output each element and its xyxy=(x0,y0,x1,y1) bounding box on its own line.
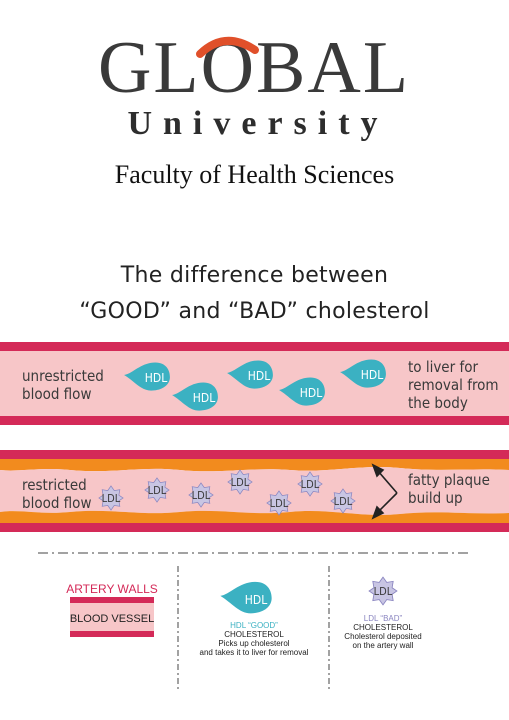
svg-text:LDL: LDL xyxy=(334,495,353,508)
artery-wall-top xyxy=(0,342,509,351)
ldl-particle: LDL xyxy=(331,489,355,513)
ldl-particle: LDL xyxy=(145,478,169,502)
svg-text:HDL: HDL xyxy=(193,391,215,405)
svg-text:LDL: LDL xyxy=(102,492,121,505)
ldl-particle: LDL xyxy=(99,486,123,510)
legend-hdl: HDL HDL “GOOD” CHOLESTEROL Picks up chol… xyxy=(200,582,309,657)
svg-text:HDL: HDL xyxy=(145,371,167,385)
legend-artery-walls: ARTERY WALLS xyxy=(66,582,158,596)
faculty-title: Faculty of Health Sciences xyxy=(0,160,509,190)
legend-ldl: LDL LDL “BAD” CHOLESTEROL Cholesterol de… xyxy=(344,577,421,650)
university-logo: GLOBAL University xyxy=(0,22,509,142)
headline-line-1: The difference between xyxy=(0,258,509,294)
svg-text:HDL: HDL xyxy=(248,369,270,383)
ldl-particle: LDL xyxy=(298,472,322,496)
plaque-top xyxy=(0,459,509,471)
svg-text:Picks up cholesterol: Picks up cholesterol xyxy=(218,639,289,648)
svg-text:and takes it to liver for remo: and takes it to liver for removal xyxy=(200,648,309,657)
svg-text:LDL: LDL xyxy=(374,585,393,598)
logo-subtitle: University xyxy=(127,105,388,142)
headline: The difference between “GOOD” and “BAD” … xyxy=(0,258,509,330)
legend-blood-vessel: BLOOD VESSEL xyxy=(70,613,154,625)
hdl-vessel: unrestricted blood flow to liver for rem… xyxy=(0,342,509,425)
ldl-particle: LDL xyxy=(189,483,213,507)
artery-wall-top xyxy=(0,450,509,459)
artery-wall-bottom xyxy=(0,523,509,532)
cholesterol-diagram: unrestricted blood flow to liver for rem… xyxy=(0,330,509,720)
ldl-left-label: restricted blood flow xyxy=(22,476,91,512)
svg-text:HDL: HDL xyxy=(361,368,383,382)
svg-text:CHOLESTEROL: CHOLESTEROL xyxy=(224,630,284,639)
svg-text:LDL: LDL xyxy=(231,476,250,489)
ldl-particle: LDL xyxy=(228,470,252,494)
svg-text:Cholesterol deposited: Cholesterol deposited xyxy=(344,632,421,641)
svg-text:HDL: HDL xyxy=(300,386,322,400)
artery-wall-bottom xyxy=(0,416,509,425)
svg-text:on the artery wall: on the artery wall xyxy=(353,641,414,650)
svg-text:LDL: LDL xyxy=(148,484,167,497)
headline-line-2: “GOOD” and “BAD” cholesterol xyxy=(0,294,509,330)
svg-text:LDL: LDL xyxy=(192,489,211,502)
ldl-particle: LDL xyxy=(267,491,291,515)
svg-text:LDL “BAD”: LDL “BAD” xyxy=(364,614,403,623)
legend-vessel: ARTERY WALLS BLOOD VESSEL xyxy=(66,582,158,637)
ldl-vessel: restricted blood flow fatty plaque build… xyxy=(0,450,509,532)
svg-text:HDL “GOOD”: HDL “GOOD” xyxy=(230,621,278,630)
svg-text:CHOLESTEROL: CHOLESTEROL xyxy=(353,623,413,632)
svg-text:HDL: HDL xyxy=(245,593,267,607)
logo-brand: GLOBAL xyxy=(98,27,410,109)
svg-text:LDL: LDL xyxy=(270,497,289,510)
svg-text:LDL: LDL xyxy=(301,478,320,491)
